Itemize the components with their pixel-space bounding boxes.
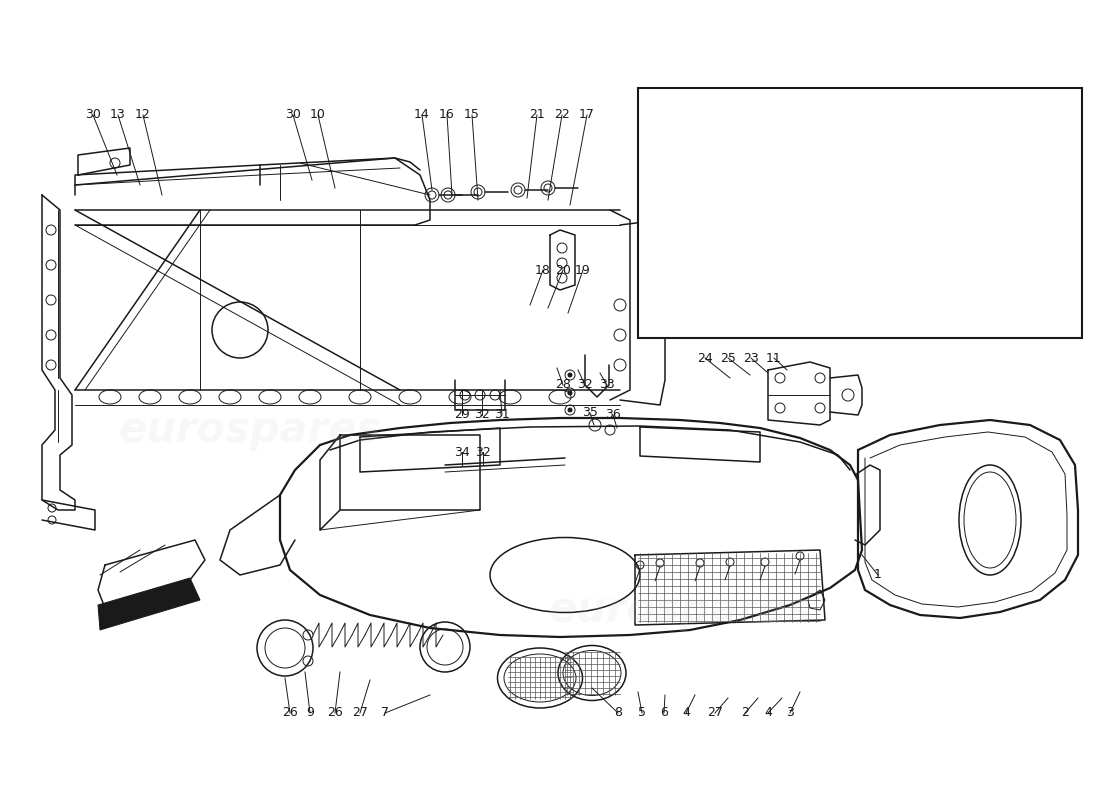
Text: 29: 29 — [454, 409, 470, 422]
Text: 28: 28 — [556, 378, 571, 391]
Text: 34: 34 — [454, 446, 470, 458]
Text: 15: 15 — [464, 109, 480, 122]
Text: 26: 26 — [327, 706, 343, 719]
Text: eurospares: eurospares — [549, 589, 812, 631]
Polygon shape — [98, 578, 200, 630]
Text: 27: 27 — [352, 706, 367, 719]
Text: 22: 22 — [554, 109, 570, 122]
Text: 5: 5 — [638, 706, 646, 719]
Text: 32: 32 — [475, 446, 491, 458]
Text: 23: 23 — [744, 351, 759, 365]
Text: 2: 2 — [741, 706, 749, 719]
Text: 35: 35 — [582, 406, 598, 419]
Text: 1: 1 — [656, 254, 664, 266]
Text: 30: 30 — [85, 109, 101, 122]
Text: 30: 30 — [285, 109, 301, 122]
Text: 4: 4 — [682, 706, 690, 719]
Text: 17: 17 — [579, 109, 595, 122]
Text: 16: 16 — [439, 109, 455, 122]
Text: 11: 11 — [766, 351, 782, 365]
Text: 27: 27 — [707, 706, 723, 719]
Text: 6: 6 — [660, 706, 668, 719]
Text: 25: 25 — [720, 351, 736, 365]
Circle shape — [568, 391, 572, 395]
Text: 32: 32 — [474, 409, 490, 422]
Circle shape — [568, 373, 572, 377]
Circle shape — [568, 408, 572, 412]
Text: 26: 26 — [282, 706, 298, 719]
Text: 9: 9 — [306, 706, 313, 719]
Text: 1: 1 — [874, 569, 882, 582]
Text: 24: 24 — [697, 351, 713, 365]
Text: 21: 21 — [529, 109, 544, 122]
Text: 31: 31 — [494, 409, 510, 422]
Text: USA: USA — [1038, 317, 1072, 331]
Text: 8: 8 — [614, 706, 622, 719]
Text: 4: 4 — [764, 706, 772, 719]
Text: 14: 14 — [414, 109, 430, 122]
Text: 18: 18 — [535, 263, 551, 277]
Text: eurospares: eurospares — [119, 409, 382, 451]
Text: 20: 20 — [556, 263, 571, 277]
Text: 33: 33 — [600, 378, 615, 391]
Text: 7: 7 — [381, 706, 389, 719]
Text: 19: 19 — [575, 263, 591, 277]
Text: 13: 13 — [110, 109, 125, 122]
Text: 3: 3 — [786, 706, 794, 719]
Text: 12: 12 — [135, 109, 151, 122]
Text: 36: 36 — [605, 409, 620, 422]
Text: 10: 10 — [310, 109, 326, 122]
Bar — [638, 88, 1082, 338]
Text: 32: 32 — [578, 378, 593, 391]
